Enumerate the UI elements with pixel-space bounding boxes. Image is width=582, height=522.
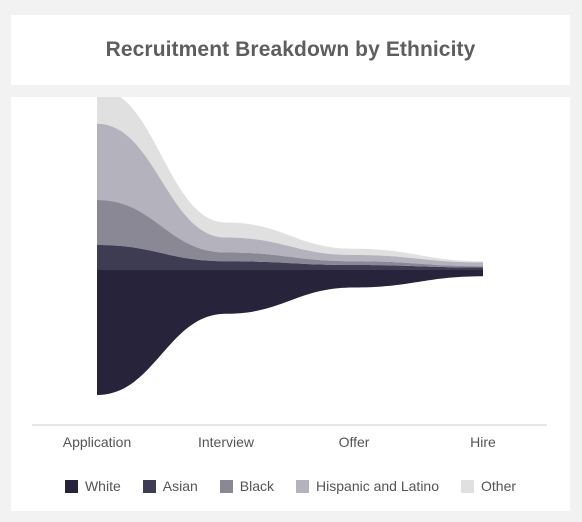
legend-item: Other [461, 478, 516, 494]
title-card: Recruitment Breakdown by Ethnicity [11, 15, 570, 85]
legend-swatch [64, 479, 78, 493]
chart-title: Recruitment Breakdown by Ethnicity [105, 38, 476, 61]
area-other [97, 97, 483, 263]
x-tick-label: Hire [470, 434, 496, 450]
legend-label: Black [239, 478, 275, 494]
area-hispanic-and-latino [97, 123, 483, 267]
legend-item: White [64, 478, 121, 494]
x-tick-label: Application [63, 434, 132, 450]
legend-swatch [142, 479, 156, 493]
stream-areas [97, 97, 483, 395]
legend: White Asian Black Hispanic and Latino Other [11, 478, 570, 494]
legend-label: White [84, 478, 121, 494]
legend-swatch [461, 479, 475, 493]
legend-item: Asian [142, 478, 198, 494]
x-tick-labels: Application Interview Offer Hire [63, 434, 496, 450]
x-tick-label: Offer [339, 434, 370, 450]
legend-item: Black [219, 478, 275, 494]
area-asian [97, 245, 483, 270]
legend-swatch [219, 479, 233, 493]
x-tick-label: Interview [198, 434, 255, 450]
area-black [97, 200, 483, 268]
chart-card: Application Interview Offer Hire White Asian… [11, 97, 570, 511]
legend-label: Other [481, 478, 517, 494]
legend-item: Hispanic and Latino [296, 478, 439, 494]
streamgraph-chart: Application Interview Offer Hire [32, 97, 547, 450]
area-white [97, 270, 483, 395]
legend-swatch [296, 479, 310, 493]
legend-label: Hispanic and Latino [316, 478, 440, 494]
legend-label: Asian [162, 478, 198, 494]
